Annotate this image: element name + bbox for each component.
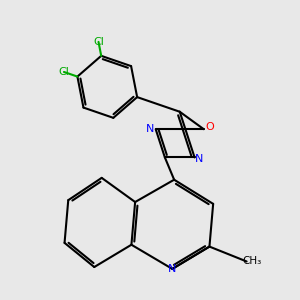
Text: N: N xyxy=(146,124,154,134)
Text: Cl: Cl xyxy=(93,37,104,47)
Text: N: N xyxy=(195,154,203,164)
Text: N: N xyxy=(168,264,176,274)
Text: Cl: Cl xyxy=(58,67,69,77)
Text: O: O xyxy=(205,122,214,132)
Text: CH₃: CH₃ xyxy=(242,256,262,266)
